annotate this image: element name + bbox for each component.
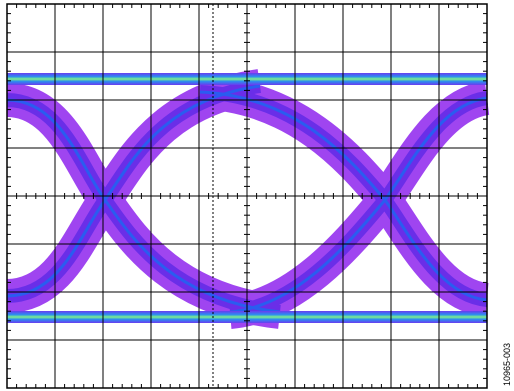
figure-id: 10965-003 <box>502 343 512 386</box>
eye-diagram: 10965-003 <box>0 0 514 391</box>
page: 10965-003 (() => { const data = JSON.par… <box>0 0 514 391</box>
